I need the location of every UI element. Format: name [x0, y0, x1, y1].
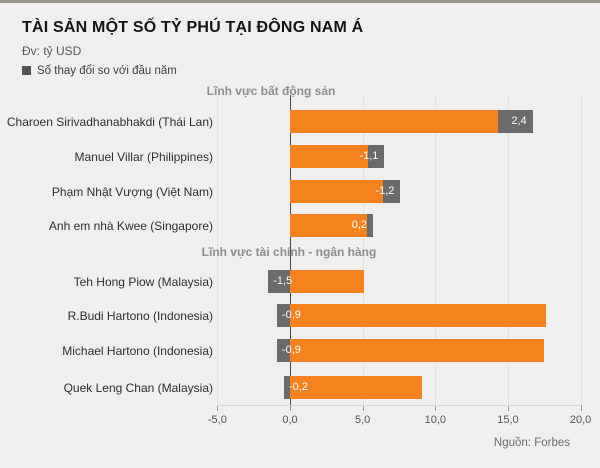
x-axis-tick-label: 20,0 [569, 414, 592, 426]
change-value: -1,2 [375, 185, 395, 197]
asset-bar [290, 110, 498, 133]
row-label: Phạm Nhật Vượng (Việt Nam) [51, 184, 213, 199]
axis-tick [290, 405, 291, 411]
x-axis-tick-label: -5,0 [207, 414, 227, 426]
change-value: -0,9 [281, 309, 301, 321]
unit-note: Đv: tỷ USD [22, 44, 82, 58]
legend-label: Số thay đổi so với đầu năm [37, 65, 177, 77]
change-box [497, 110, 533, 133]
change-box [382, 180, 401, 203]
change-box [268, 270, 290, 293]
asset-bar [290, 376, 423, 399]
chart-title: TÀI SẢN MỘT SỐ TỶ PHÚ TẠI ĐÔNG NAM Á [22, 19, 364, 36]
gridline [217, 95, 219, 405]
axis-tick [217, 405, 219, 411]
axis-tick [580, 405, 582, 411]
change-value: 0,2 [351, 219, 367, 231]
row-label: Teh Hong Piow (Malaysia) [73, 274, 213, 289]
change-value: 2,4 [511, 115, 527, 127]
gridline [435, 95, 437, 405]
change-value: -0,2 [289, 381, 308, 393]
asset-bar [290, 214, 367, 237]
asset-bar [290, 145, 369, 168]
row-label: R.Budi Hartono (Indonesia) [67, 308, 213, 323]
change-box [367, 214, 373, 237]
gridline [507, 95, 509, 405]
change-box [368, 145, 385, 168]
top-accent-strip [0, 0, 600, 3]
change-box [284, 376, 290, 399]
source-credit: Nguồn: Forbes [493, 437, 570, 449]
row-label: Michael Hartono (Indonesia) [62, 343, 213, 358]
x-axis-line [217, 405, 581, 406]
change-box [276, 304, 290, 327]
asset-bar [290, 180, 383, 203]
gridline [362, 95, 364, 405]
change-value: -0,9 [281, 344, 301, 356]
gridline [580, 95, 582, 405]
legend: Số thay đổi so với đầu năm [22, 65, 177, 77]
legend-swatch-icon [22, 66, 31, 75]
axis-tick [435, 405, 437, 411]
section-header: Lĩnh vực tài chính - ngân hàng [201, 245, 377, 259]
asset-bar [290, 270, 365, 293]
row-label: Anh em nhà Kwee (Singapore) [48, 218, 213, 233]
row-label: Manuel Villar (Philippines) [74, 149, 213, 164]
row-label: Quek Leng Chan (Malaysia) [63, 380, 213, 395]
change-value: -1,5 [273, 275, 293, 287]
x-axis-tick-label: 5,0 [354, 414, 371, 426]
asset-bar [290, 304, 546, 327]
x-axis-tick-label: 15,0 [497, 414, 519, 426]
axis-tick [362, 405, 364, 411]
change-value: -1,1 [359, 150, 379, 162]
x-axis-tick-label: 10,0 [424, 414, 447, 426]
zero-axis-line [290, 95, 291, 405]
section-header: Lĩnh vực bất động sản [206, 84, 336, 98]
asset-bar [290, 339, 545, 362]
axis-tick [507, 405, 509, 411]
row-label: Charoen Sirivadhanabhakdi (Thái Lan) [6, 114, 213, 129]
x-axis-tick-label: 0,0 [282, 414, 298, 426]
change-box [276, 339, 290, 362]
